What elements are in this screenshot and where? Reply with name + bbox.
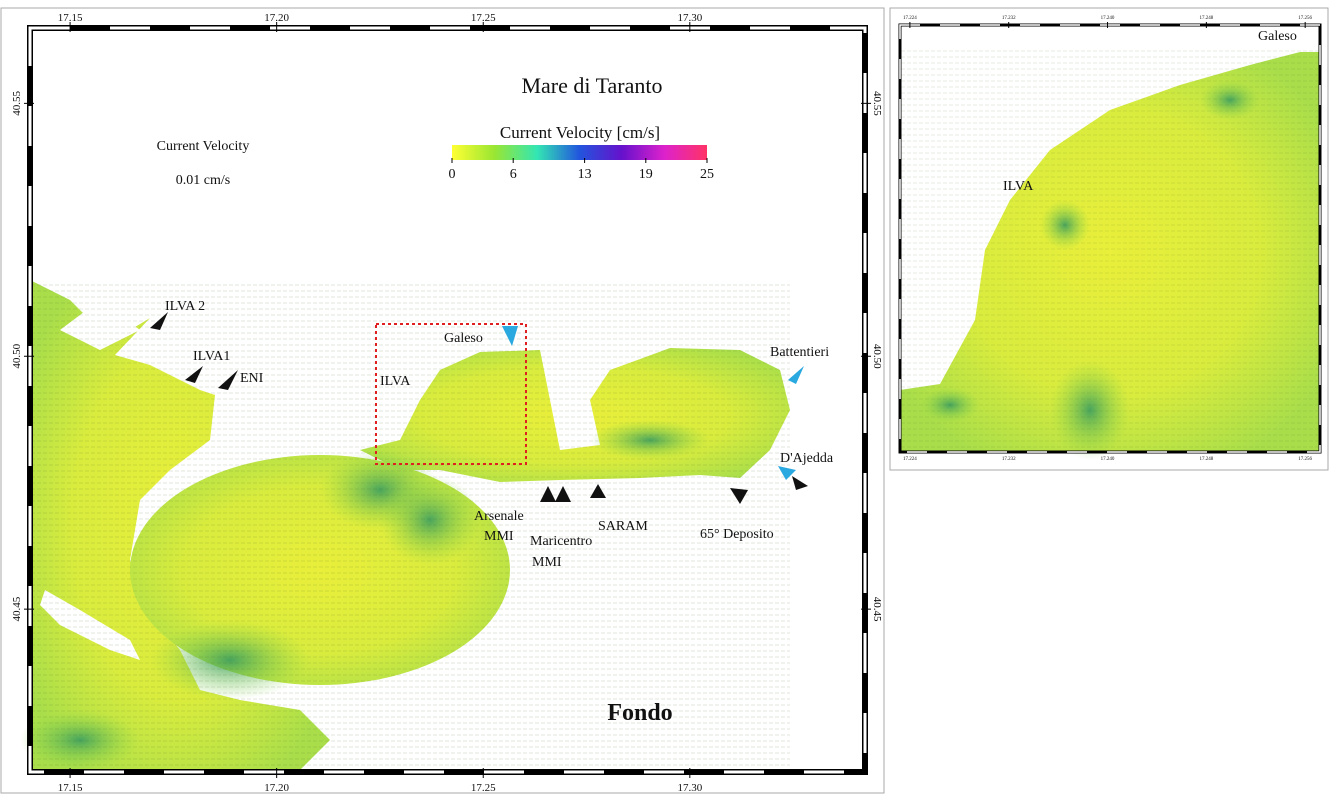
layer-label: Fondo (607, 700, 672, 726)
lon-tick-label: 17.30 (677, 12, 702, 24)
inset-tick-label: 17.240 (1101, 16, 1115, 21)
site-label: Galeso (444, 331, 483, 346)
water-field (20, 280, 790, 770)
legend-title: Current Velocity (157, 139, 250, 154)
site-label: 65° Deposito (700, 527, 774, 542)
lon-tick-label: 17.20 (264, 12, 289, 24)
inset-arrows (900, 50, 1320, 452)
site-label: ILVA1 (193, 349, 230, 364)
colorbar-tick-label: 25 (700, 167, 714, 182)
colorbar-tick-label: 13 (578, 167, 592, 182)
lon-tick-label: 17.20 (264, 782, 289, 794)
site-label: Arsenale (474, 509, 524, 524)
lat-tick-label: 40.50 (871, 344, 883, 369)
colorbar-tick-label: 19 (639, 167, 653, 182)
site-label: Maricentro (530, 534, 592, 549)
legend-scale: 0.01 cm/s (176, 173, 230, 188)
site-label: ILVA 2 (165, 299, 205, 314)
colorbar-title: Current Velocity [cm/s] (500, 123, 660, 142)
inset: Galeso ILVA (890, 8, 1328, 470)
inset-tick-label: 17.256 (1298, 457, 1312, 462)
lon-tick-label: 17.15 (58, 12, 83, 24)
map-title: Mare di Taranto (521, 73, 662, 98)
inset-label: Galeso (1258, 29, 1297, 44)
inset-tick-label: 17.248 (1199, 457, 1213, 462)
colorbar (452, 145, 707, 160)
lat-tick-label: 40.55 (11, 90, 23, 115)
inset-tick-label: 17.256 (1298, 16, 1312, 21)
lon-tick-label: 17.25 (471, 782, 496, 794)
inset-tick-label: 17.248 (1199, 16, 1213, 21)
lon-tick-label: 17.30 (677, 782, 702, 794)
lon-tick-label: 17.15 (58, 782, 83, 794)
site-label: MMI (484, 529, 514, 544)
lat-tick-label: 40.45 (11, 596, 23, 621)
colorbar-tick-label: 6 (510, 167, 517, 182)
site-label: MMI (532, 555, 562, 570)
map-figure: Mare di Taranto Fondo Current Velocity 0… (0, 0, 1330, 794)
inset-tick-label: 17.224 (903, 16, 917, 21)
inset-tick-label: 17.224 (903, 457, 917, 462)
colorbar-tick-label: 0 (449, 167, 456, 182)
inset-label: ILVA (1003, 179, 1034, 194)
site-label: D'Ajedda (780, 451, 834, 466)
inset-tick-label: 17.240 (1101, 457, 1115, 462)
lat-tick-label: 40.45 (871, 597, 883, 622)
site-label: ILVA (380, 374, 411, 389)
site-label: Battentieri (770, 345, 829, 360)
lon-tick-label: 17.25 (471, 12, 496, 24)
inset-tick-label: 17.232 (1002, 457, 1016, 462)
site-label: ENI (240, 371, 264, 386)
lat-tick-label: 40.50 (11, 343, 23, 368)
inset-tick-label: 17.232 (1002, 16, 1016, 21)
lat-tick-label: 40.55 (871, 91, 883, 116)
site-label: SARAM (598, 519, 648, 534)
